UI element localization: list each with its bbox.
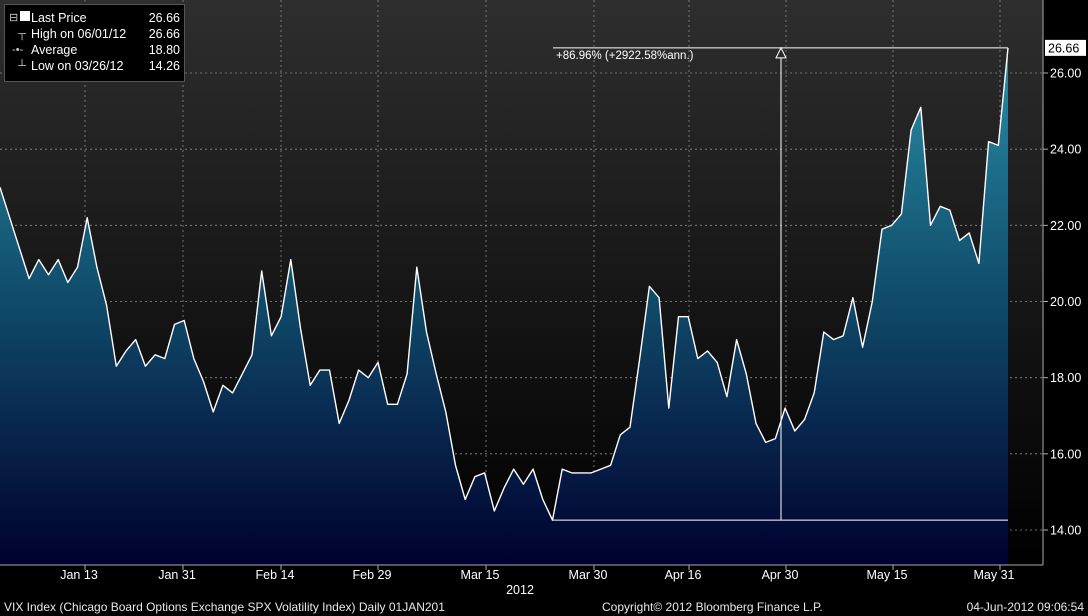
x-tick-label: May 31 [974,568,1015,582]
average-marker-icon: -•- [9,44,24,56]
arrow-up-icon [775,46,787,59]
y-tick-label: 18.00 [1050,371,1081,385]
x-tick-label: Mar 30 [569,568,608,582]
x-tick-label: Apr 30 [762,568,799,582]
legend-label: Low on 03/26/12 [31,59,124,73]
legend-value: 14.26 [148,59,180,73]
y-axis: 14.00 16.00 18.00 20.00 22.00 24.00 26.00 [1043,67,1081,538]
x-tick-label: Apr 16 [665,568,702,582]
annotation-text: +86.96% (+2922.58%ann.) [556,50,694,62]
x-tick-label: Feb 14 [256,568,295,582]
legend-value: 18.80 [148,43,180,57]
last-value-tag: 26.66 [1045,39,1086,56]
legend-item-high: ┬ High on 06/01/12 26.66 [9,26,180,42]
footer-copyright: Copyright© 2012 Bloomberg Finance L.P. [602,600,823,614]
y-tick-label: 16.00 [1050,447,1081,461]
legend-item-average: -•- Average 18.80 [9,42,180,58]
change-annotation: +86.96% (+2922.58%ann.) [553,46,1008,521]
x-tick-label: Jan 13 [60,568,98,582]
x-tick-label: Feb 29 [353,568,392,582]
y-tick-label: 22.00 [1050,219,1081,233]
legend-item-low: ┴ Low on 03/26/12 14.26 [9,58,180,74]
legend-label: Last Price [31,11,87,25]
footer-description: VIX Index (Chicago Board Options Exchang… [4,600,445,614]
x-tick-label: May 15 [867,568,908,582]
bottom-axis-band [0,565,1088,598]
legend-item-last-price: ⊟ Last Price 26.66 [9,10,180,26]
footer-timestamp: 04-Jun-2012 09:06:54 [966,600,1084,614]
legend-value: 26.66 [148,11,180,25]
y-tick-label: 26.00 [1050,67,1081,81]
low-marker-icon: ┴ [9,60,26,72]
legend-label: Average [31,43,78,57]
square-icon [20,11,31,21]
last-value-box [1045,39,1086,56]
x-year-label: 2012 [506,583,534,597]
area-fill [0,47,1008,565]
high-marker-icon: ┬ [9,28,26,40]
legend-label: High on 06/01/12 [31,27,127,41]
legend: ⊟ Last Price 26.66 ┬ High on 06/01/12 26.6… [4,4,185,82]
legend-value: 26.66 [148,27,180,41]
y-tick-label: 14.00 [1050,524,1081,538]
x-axis: Jan 13 Jan 31 Feb 14 Feb 29 Mar 15 Mar 30 Apr … [60,565,1015,597]
price-line [0,47,1009,521]
last-value-label: 26.66 [1048,41,1079,55]
x-tick-label: Mar 15 [461,568,500,582]
y-tick-label: 20.00 [1050,295,1081,309]
footer-bar: VIX Index (Chicago Board Options Exchang… [0,598,1088,616]
y-tick-label: 24.00 [1050,143,1081,157]
x-tick-label: Jan 31 [158,568,196,582]
collapse-icon[interactable]: ⊟ [9,10,31,26]
